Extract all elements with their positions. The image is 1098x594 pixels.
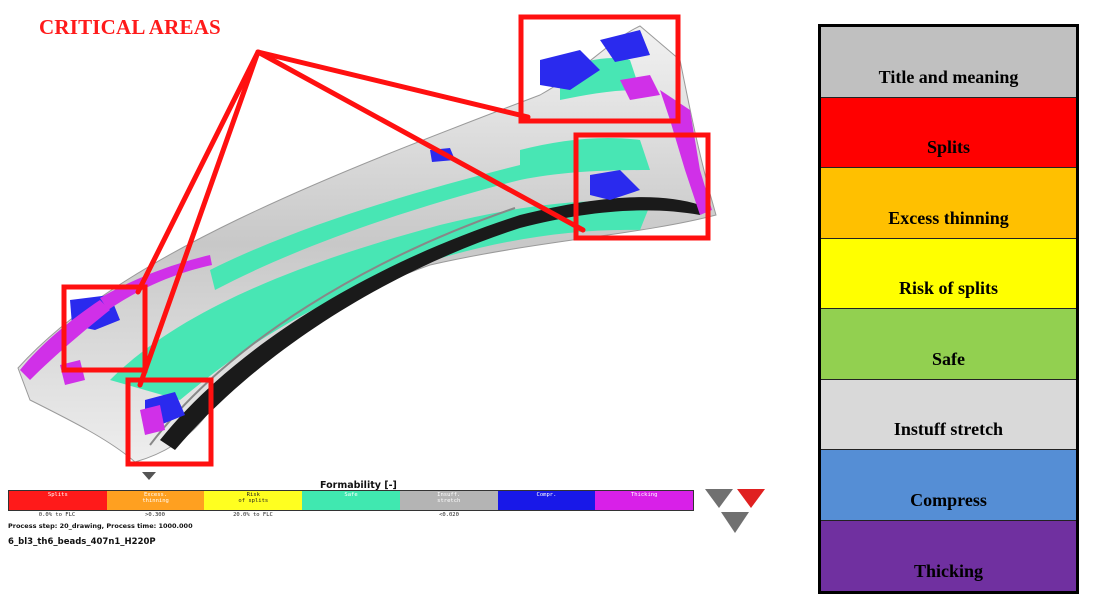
legend-row-label: Risk of splits [898, 278, 999, 298]
legend-row: Thicking [821, 520, 1076, 591]
legend-row-label: Instuff stretch [893, 419, 1004, 439]
formability-segment: Thicking [595, 491, 694, 510]
formability-segment: Compr. [497, 491, 596, 510]
critical-area-boxes [61, 14, 711, 467]
view-orientation-icon [705, 489, 765, 533]
formability-threshold-value: 20.0% to FLC [233, 512, 273, 518]
formability-segment: Safe [302, 491, 400, 510]
legend-row-label: Excess thinning [888, 207, 1009, 228]
formability-segment: Excess. thinning [106, 491, 205, 510]
legend-row: Risk of splits [821, 238, 1076, 309]
formability-threshold-value: >0.300 [145, 512, 165, 518]
formability-segment: Risk of splits [204, 491, 303, 510]
legend-row-label: Compress [910, 489, 987, 510]
formability-threshold-value [596, 512, 694, 518]
legend-row-label: Safe [932, 348, 965, 369]
legend-row: Safe [821, 309, 1076, 380]
legend-row-label: Title and meaning [878, 66, 1019, 87]
formability-threshold-value [498, 512, 596, 518]
formability-segment: Insuff. stretch [399, 491, 498, 510]
formability-color-strip: Splits Excess. thinning Risk of splits Safe… [8, 490, 694, 511]
legend-row-label: Thicking [913, 561, 984, 581]
formability-segment: Splits [9, 491, 107, 510]
process-step-text: Process step: 20_drawing, Process time: … [8, 522, 193, 530]
legend-row-label: Splits [926, 137, 971, 157]
formability-threshold-value [302, 512, 400, 518]
simulation-filename: 6_bl3_th6_beads_407n1_H220P [8, 537, 156, 547]
formability-legend-table: Title and meaning Splits Excess thinning Ri… [818, 24, 1079, 594]
legend-row: Compress [821, 450, 1076, 521]
formability-threshold-values: 0.0% to FLC >0.300 20.0% to FLC <0.020 [8, 512, 694, 518]
formability-bar-title: Formability [-] [320, 480, 397, 491]
critical-box-left [61, 284, 148, 373]
critical-areas-title: CRITICAL AREAS [39, 15, 221, 39]
leader-lines [135, 49, 586, 388]
formability-threshold-value: <0.020 [439, 512, 459, 518]
legend-row: Excess thinning [821, 168, 1076, 239]
critical-box-bottom [125, 377, 214, 467]
legend-row: Splits [821, 97, 1076, 168]
critical-box-top-right [518, 14, 681, 124]
legend-row: Title and meaning [821, 27, 1076, 98]
formability-threshold-value: 0.0% to FLC [38, 512, 76, 518]
critical-box-right [573, 132, 711, 241]
legend-row: Instuff stretch [821, 379, 1076, 450]
